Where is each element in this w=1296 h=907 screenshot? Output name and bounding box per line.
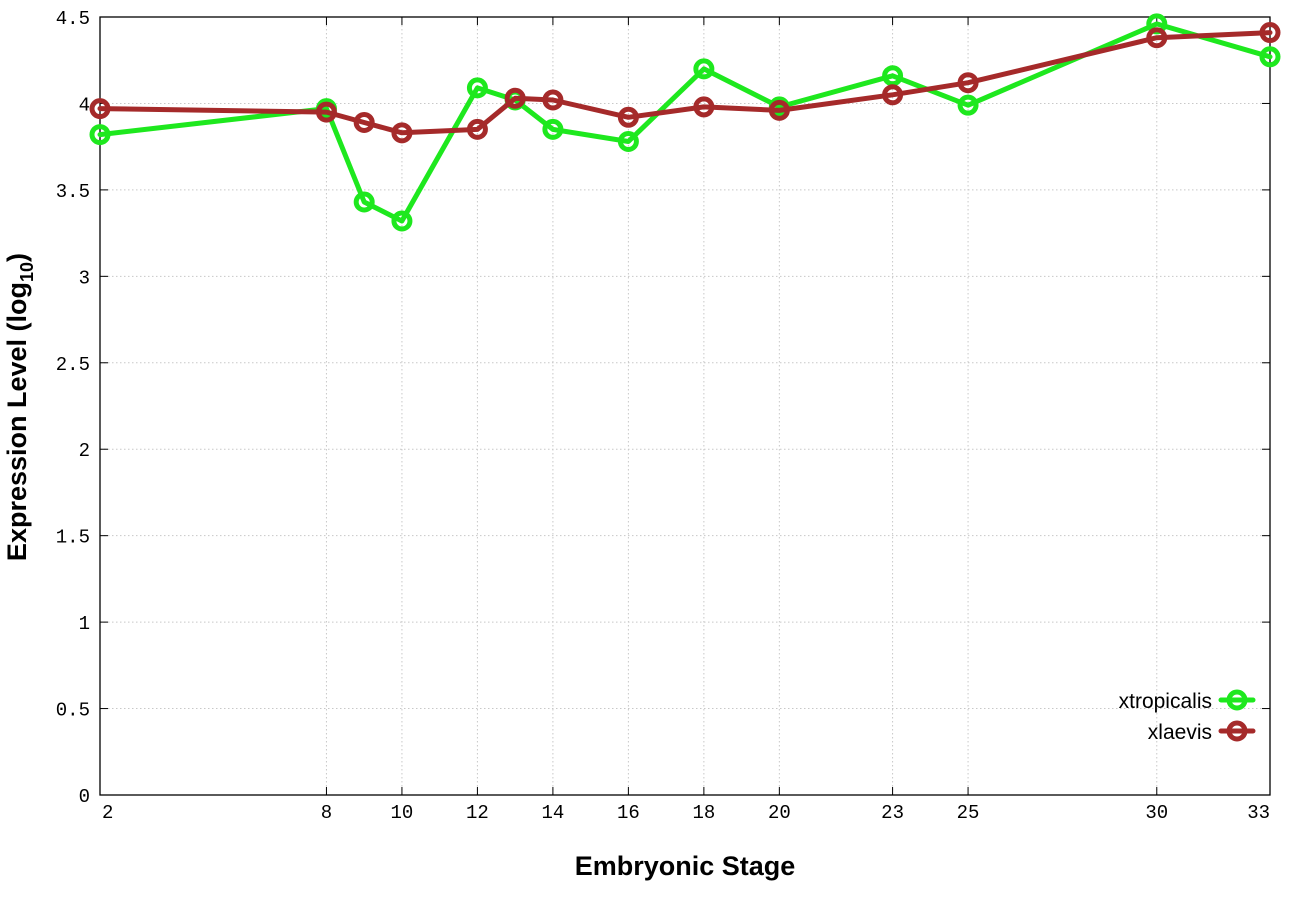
xlaevis-point xyxy=(391,122,413,144)
xlaevis-point xyxy=(542,89,564,111)
x-tick-label: 20 xyxy=(768,802,791,824)
xtropicalis-point xyxy=(1259,46,1281,68)
xtropicalis-point xyxy=(693,58,715,80)
y-tick-label: 1.5 xyxy=(56,527,90,549)
legend-marker-xtropicalis xyxy=(1226,689,1248,711)
y-tick-label: 0.5 xyxy=(56,700,90,722)
xlaevis-point xyxy=(957,72,979,94)
x-tick-label: 8 xyxy=(321,802,332,824)
legend-label-xtropicalis: xtropicalis xyxy=(1119,690,1212,713)
xtropicalis-point xyxy=(466,77,488,99)
xtropicalis-point xyxy=(89,124,111,146)
xlaevis-point xyxy=(89,98,111,120)
xlaevis-point xyxy=(1146,27,1168,49)
x-axis-title: Embryonic Stage xyxy=(575,851,796,881)
series-group xyxy=(89,13,1281,232)
xlaevis-point xyxy=(768,99,790,121)
legend-label-xlaevis: xlaevis xyxy=(1148,721,1212,744)
y-tick-label: 3 xyxy=(79,267,90,289)
x-tick-label: 2 xyxy=(102,802,113,824)
y-axis-title-subscript: 10 xyxy=(17,262,37,282)
xlaevis-point xyxy=(504,87,526,109)
xlaevis-point xyxy=(315,101,337,123)
xlaevis-line xyxy=(97,30,1273,136)
x-tick-label: 10 xyxy=(391,802,414,824)
y-axis-title-close: ) xyxy=(2,253,32,262)
x-tick-label: 25 xyxy=(957,802,980,824)
y-axis-title: Expression Level (log10) xyxy=(2,253,37,561)
y-tick-label: 4 xyxy=(79,94,90,116)
xtropicalis-point xyxy=(617,130,639,152)
xlaevis-point xyxy=(693,96,715,118)
legend-marker-xlaevis xyxy=(1226,720,1248,742)
xlaevis-point xyxy=(1259,22,1281,44)
x-tick-label: 18 xyxy=(692,802,715,824)
xlaevis-point xyxy=(882,84,904,106)
legend: xtropicalis xlaevis xyxy=(1119,689,1256,744)
y-tick-label: 2.5 xyxy=(56,354,90,376)
x-tick-label: 14 xyxy=(541,802,564,824)
y-tick-label: 0 xyxy=(79,786,90,808)
xtropicalis-point xyxy=(542,118,564,140)
x-tick-label: 33 xyxy=(1247,802,1270,824)
xtropicalis-point xyxy=(882,65,904,87)
y-tick-label: 4.5 xyxy=(56,8,90,30)
y-tick-label: 2 xyxy=(79,440,90,462)
xtropicalis-point xyxy=(957,94,979,116)
xlaevis-point xyxy=(617,106,639,128)
xlaevis-point xyxy=(353,111,375,133)
x-tick-label: 16 xyxy=(617,802,640,824)
y-tick-label: 3.5 xyxy=(56,181,90,203)
x-tick-label: 30 xyxy=(1145,802,1168,824)
xtropicalis-point xyxy=(391,210,413,232)
plot-frame xyxy=(99,16,1271,796)
xlaevis-point xyxy=(466,118,488,140)
x-tick-label: 23 xyxy=(881,802,904,824)
axis-ticks: 0 0.5 1 1.5 2 2.5 3 3.5 4 4.5 2 8 10 12 14 16 18 20 23 25 30… xyxy=(56,8,1271,824)
grid xyxy=(100,17,1270,795)
x-tick-label: 12 xyxy=(466,802,489,824)
y-axis-title-main: Expression Level (log xyxy=(2,282,32,561)
y-tick-label: 1 xyxy=(79,613,90,635)
xtropicalis-point xyxy=(353,191,375,213)
